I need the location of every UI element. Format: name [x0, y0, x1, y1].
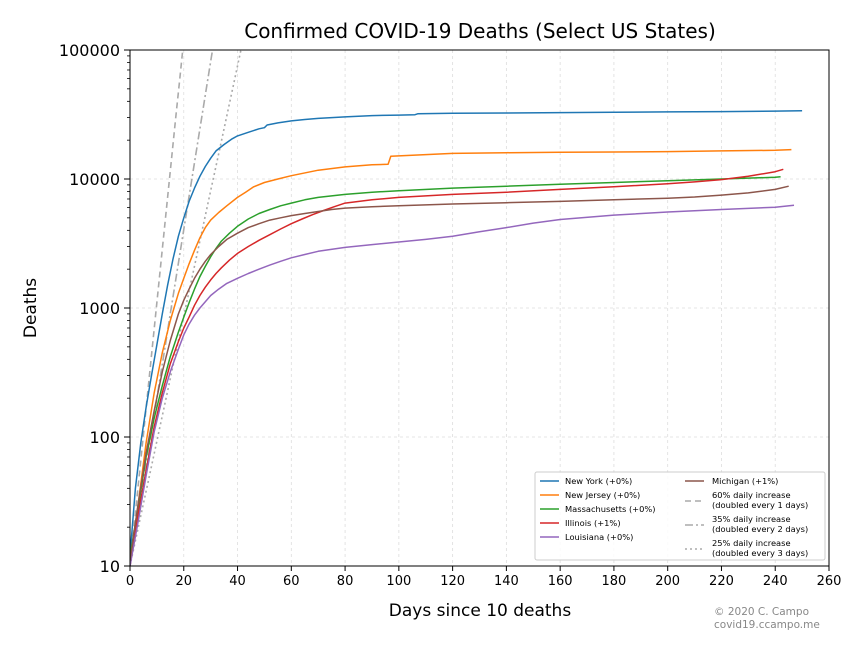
x-tick-label: 160 — [548, 574, 573, 589]
x-tick-label: 120 — [440, 574, 465, 589]
series-line — [130, 176, 781, 556]
y-axis-label: Deaths — [21, 278, 41, 338]
x-tick-label: 260 — [817, 574, 842, 589]
legend-label: 60% daily increase — [712, 490, 791, 500]
plot-area — [130, 50, 803, 566]
x-tick-label: 100 — [386, 574, 411, 589]
series-line — [130, 185, 789, 561]
chart-title: Confirmed COVID-19 Deaths (Select US Sta… — [244, 19, 716, 43]
y-tick-label: 100 — [89, 428, 120, 447]
series-line — [130, 168, 784, 566]
x-tick-label: 20 — [175, 574, 192, 589]
legend-label: 35% daily increase — [712, 514, 791, 524]
series-line — [130, 204, 795, 566]
reference-line — [130, 50, 184, 566]
credit-copyright: © 2020 C. Campo — [714, 606, 809, 618]
y-tick-label: 100000 — [59, 41, 120, 60]
legend-label: Louisiana (+0%) — [565, 532, 633, 542]
reference-line — [130, 50, 242, 566]
legend-label: New Jersey (+0%) — [565, 490, 640, 500]
credit-site: covid19.ccampo.me — [714, 619, 820, 631]
legend-label: 25% daily increase — [712, 538, 791, 548]
x-tick-label: 180 — [602, 574, 627, 589]
x-tick-label: 60 — [283, 574, 300, 589]
legend-label: (doubled every 1 days) — [712, 500, 808, 510]
x-tick-label: 220 — [709, 574, 734, 589]
series-line — [130, 110, 803, 556]
x-tick-label: 80 — [337, 574, 354, 589]
legend-label: (doubled every 2 days) — [712, 524, 808, 534]
legend-box — [534, 471, 826, 561]
legend-label: Massachusetts (+0%) — [565, 504, 656, 514]
y-tick-label: 10 — [100, 557, 120, 576]
y-tick-label: 10000 — [69, 170, 120, 189]
x-tick-label: 240 — [763, 574, 788, 589]
x-axis-label: Days since 10 deaths — [389, 601, 572, 621]
legend-label: New York (+0%) — [565, 476, 632, 486]
legend-label: (doubled every 3 days) — [712, 548, 808, 558]
x-tick-label: 200 — [655, 574, 680, 589]
series-line — [130, 148, 792, 561]
y-tick-label: 1000 — [79, 299, 120, 318]
axis-ticks: 0 20 40 60 80 100 120 140 160 180 200 220 240 260 10 10… — [59, 41, 841, 589]
x-tick-label: 0 — [126, 574, 134, 589]
x-tick-label: 40 — [229, 574, 246, 589]
legend: New York (+0%) New Jersey (+0%) Massachuse… — [534, 471, 826, 561]
legend-label: Michigan (+1%) — [712, 476, 778, 486]
x-tick-label: 140 — [494, 574, 519, 589]
legend-label: Illinois (+1%) — [565, 518, 621, 528]
